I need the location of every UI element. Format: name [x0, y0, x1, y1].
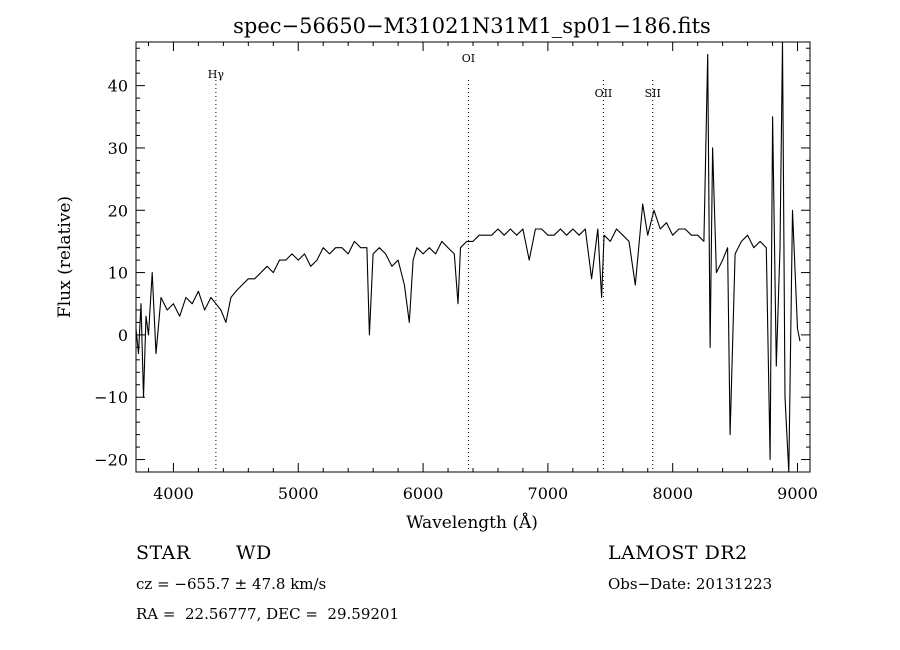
chart-title: spec−56650−M31021N31M1_sp01−186.fits: [233, 14, 711, 38]
line-label-3: SII: [645, 87, 661, 100]
spectrum-series: [135, 41, 801, 473]
spectrum-line-0: [135, 41, 801, 473]
observation-date: Obs−Date: 20131223: [608, 575, 773, 593]
y-tick-label: 10: [108, 264, 128, 283]
x-tick-label: 6000: [403, 484, 444, 503]
object-type: STAR: [136, 542, 191, 564]
y-tick-label: −20: [94, 451, 128, 470]
x-axis-label: Wavelength (Å): [406, 512, 538, 533]
line-label-2: OII: [595, 87, 613, 100]
emission-line-markers: Hγ OI OII SII: [208, 52, 661, 472]
redshift-cz: cz = −655.7 ± 47.8 km/s: [136, 575, 327, 593]
x-tick-label: 4000: [153, 484, 194, 503]
sky-coordinates: RA = 22.56777, DEC = 29.59201: [136, 605, 400, 623]
line-label-1: OI: [462, 52, 475, 65]
y-tick-label: −10: [94, 388, 128, 407]
line-label-0: Hγ: [208, 68, 225, 81]
x-tick-label: 5000: [278, 484, 319, 503]
y-tick-label: 20: [108, 201, 128, 220]
survey-name: LAMOST DR2: [608, 542, 748, 564]
x-tick-label: 9000: [777, 484, 818, 503]
y-axis-label: Flux (relative): [55, 196, 75, 318]
y-tick-label: 30: [108, 139, 128, 158]
axis-ticks: 4000 5000 6000 7000 8000 9000 −20 −10 0 10 20 30 40: [94, 42, 818, 503]
object-subclass: WD: [236, 542, 272, 564]
y-tick-label: 40: [108, 77, 128, 96]
y-tick-label: 0: [118, 326, 128, 345]
x-tick-label: 7000: [528, 484, 569, 503]
x-tick-label: 8000: [652, 484, 693, 503]
